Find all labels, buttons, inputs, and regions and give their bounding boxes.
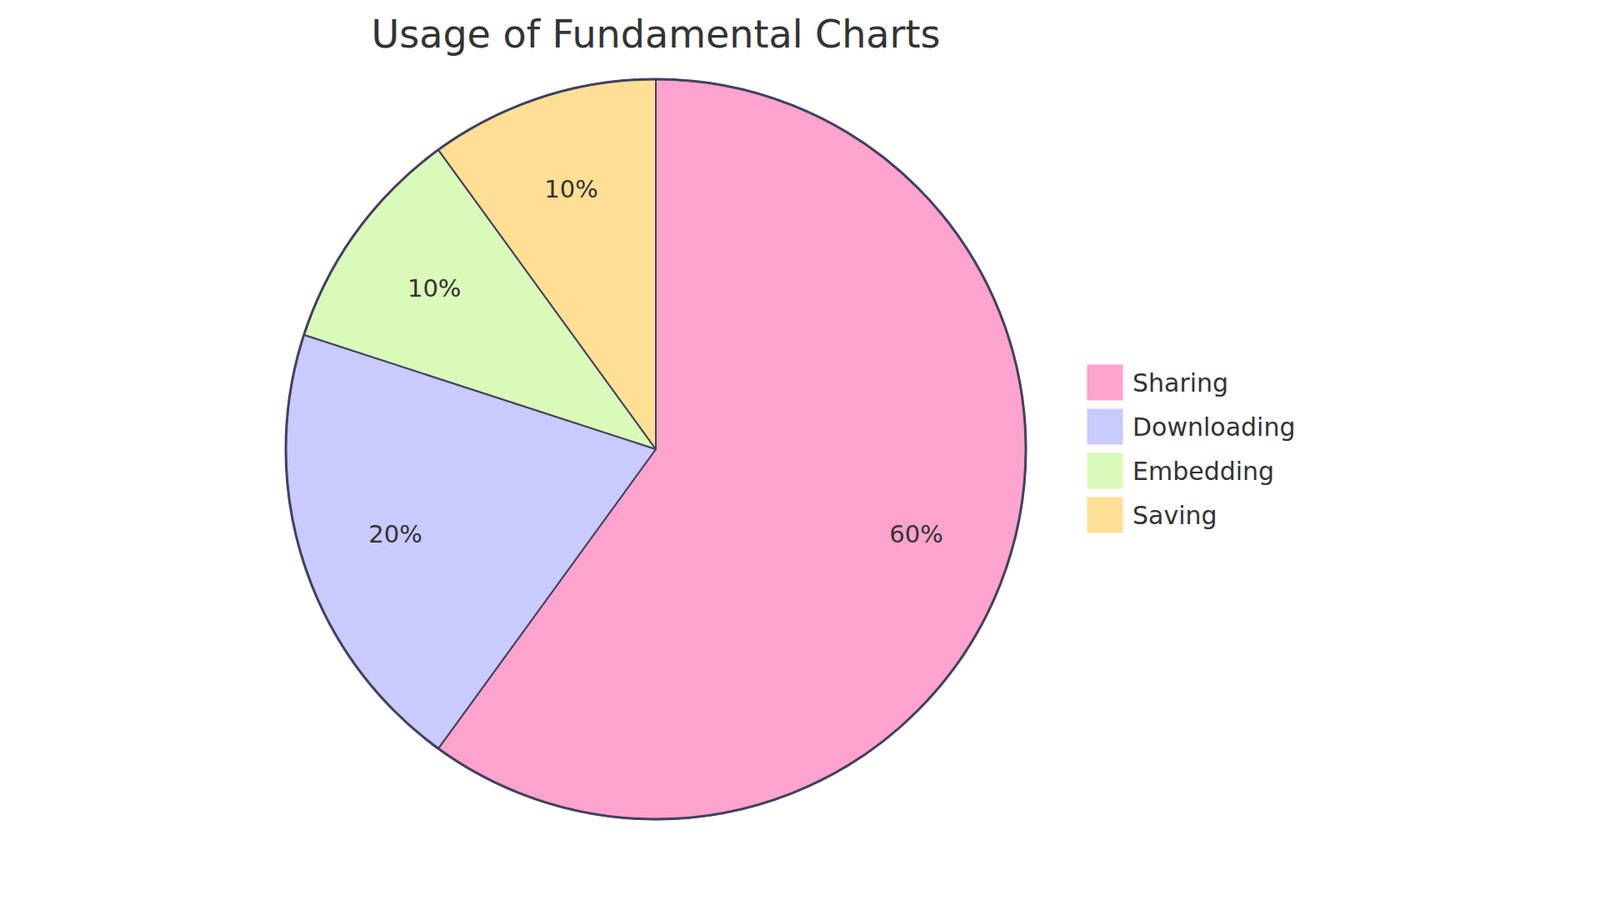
pie	[285, 79, 1026, 820]
legend-swatch	[1086, 496, 1124, 534]
data-label: 60%	[889, 520, 943, 549]
data-label: 10%	[544, 175, 598, 204]
data-label: 10%	[407, 274, 461, 303]
data-label: 20%	[368, 520, 422, 549]
pie-outline	[285, 79, 1026, 820]
legend-label: Sharing	[1132, 368, 1229, 398]
chart-title: Usage of Fundamental Charts	[371, 11, 941, 57]
chart: Usage of Fundamental Charts 60% 20% 10% 10% S…	[0, 0, 1600, 900]
legend-label: Embedding	[1132, 456, 1275, 486]
legend-swatch	[1086, 408, 1124, 445]
legend: Sharing Downloading Embedding Saving	[1086, 364, 1296, 534]
pie-slice	[438, 79, 656, 450]
legend-label: Saving	[1132, 500, 1218, 530]
legend-swatch	[1086, 364, 1124, 401]
legend-label: Downloading	[1132, 412, 1296, 442]
legend-swatch	[1086, 452, 1124, 490]
